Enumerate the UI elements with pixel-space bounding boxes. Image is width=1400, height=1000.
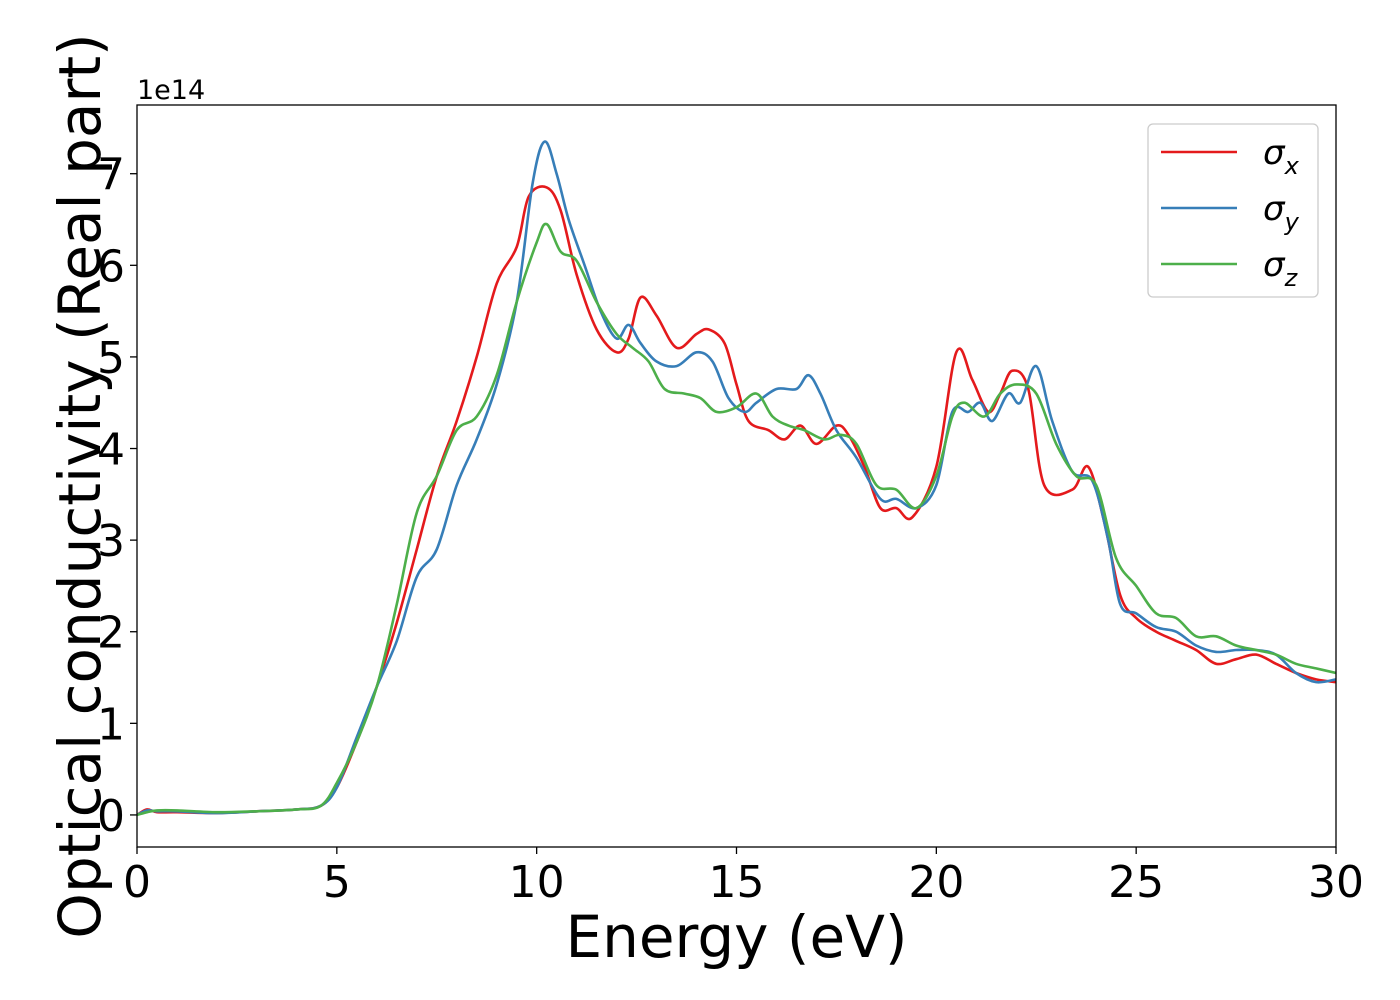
x-tick-label: 25: [1108, 857, 1164, 908]
series-lines: [137, 140, 1336, 817]
x-tick-label: 5: [323, 857, 351, 908]
legend-box: [1147, 123, 1319, 298]
series-line-y: [137, 140, 1336, 817]
y-tick-label: 4: [97, 425, 125, 476]
x-axis-label: Energy (eV): [565, 903, 907, 971]
y-tick-label: 6: [97, 241, 125, 292]
series-line-x: [137, 185, 1336, 817]
series-line-z: [137, 222, 1336, 817]
y-tick-label: 3: [97, 516, 125, 567]
x-tick-label: 0: [123, 857, 151, 908]
y-tick-label: 1: [97, 699, 125, 750]
y-tick-label: 7: [97, 150, 125, 201]
y-offset-text: 1e14: [137, 75, 205, 106]
x-tick-label: 20: [908, 857, 964, 908]
y-axis-label: Optical conductivity (Real part): [46, 33, 114, 938]
y-tick-label: 5: [97, 333, 125, 384]
y-tick-label: 0: [97, 791, 125, 842]
y-tick-label: 2: [97, 608, 125, 659]
x-tick-label: 15: [709, 857, 765, 908]
legend-label-z: σz: [1263, 245, 1299, 292]
x-axis: 0 5 10 15 20 25 30: [123, 847, 1364, 908]
x-tick-label: 30: [1308, 857, 1364, 908]
y-axis: 0 1 2 3 4 5 6 7: [97, 150, 137, 842]
x-tick-label: 10: [509, 857, 565, 908]
legend-label-y: σy: [1263, 189, 1300, 236]
